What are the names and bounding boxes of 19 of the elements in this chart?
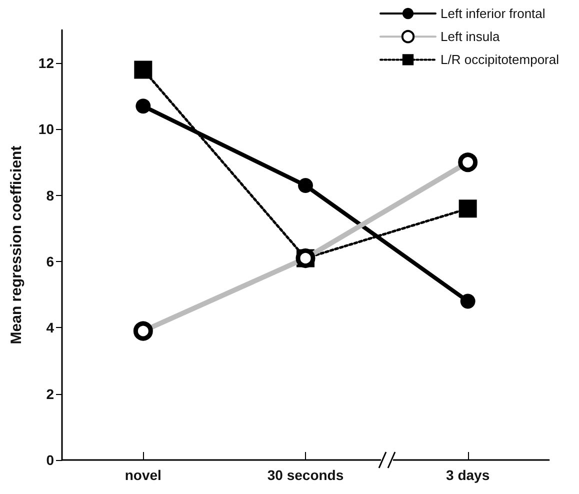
point — [460, 294, 476, 309]
x-tick-label: 30 seconds — [267, 467, 344, 483]
y-tick-label: 4 — [46, 320, 54, 336]
point — [134, 60, 152, 79]
y-tick-label: 12 — [38, 55, 54, 72]
y-tick-label: 0 — [46, 452, 54, 468]
y-axis-title: Mean regression coefficient — [8, 146, 25, 344]
legend-label: L/R occipitotemporal — [440, 52, 560, 68]
point — [458, 200, 477, 218]
y-tick-label: 8 — [46, 187, 54, 204]
y-tick-label: 10 — [38, 121, 54, 138]
x-tick-label: novel — [124, 467, 162, 483]
x-tick-label: 3 days — [446, 467, 490, 483]
y-tick-label: 2 — [46, 386, 54, 402]
legend-label: Left inferior frontal — [440, 6, 546, 21]
point — [298, 178, 313, 193]
y-tick-label: 6 — [46, 254, 54, 270]
point — [136, 98, 151, 114]
legend-label: Left insula — [440, 29, 501, 44]
